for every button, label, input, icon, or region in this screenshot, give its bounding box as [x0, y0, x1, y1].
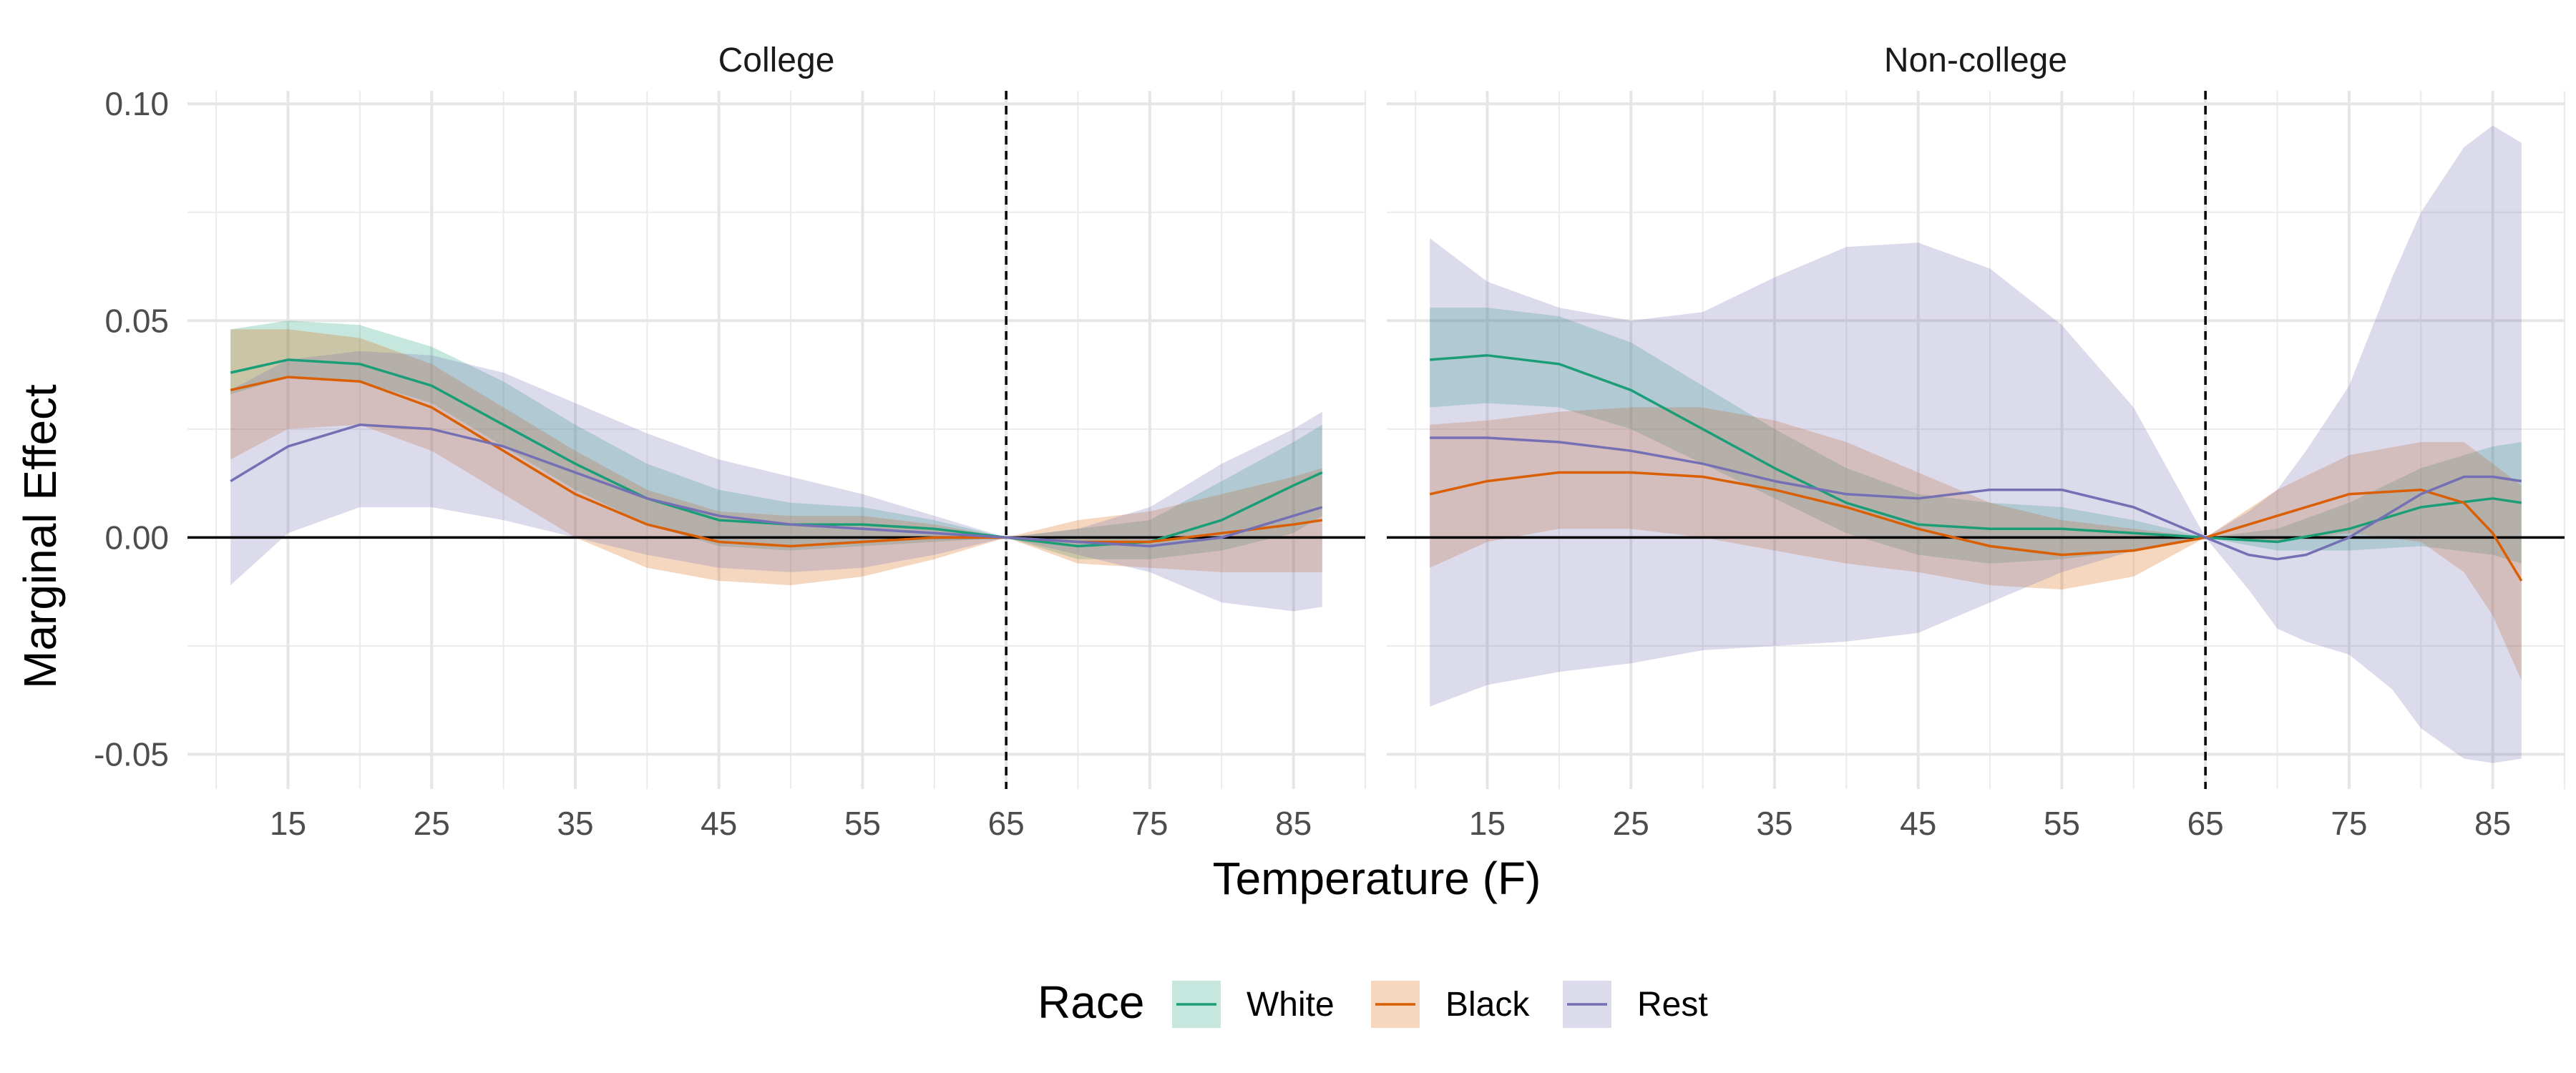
series-lines	[230, 358, 1323, 548]
x-tick-label: 15	[270, 805, 306, 842]
x-tick-label: 85	[1275, 805, 1312, 842]
ribbon-black	[230, 329, 1322, 586]
ribbons	[1430, 125, 2522, 763]
x-tick-label: 45	[1900, 805, 1936, 842]
axis-titles: Temperature (F) Marginal Effect	[14, 384, 1541, 904]
ribbon-rest	[230, 351, 1322, 612]
panels-layer: College 15 25 35 45 55 65 75 85 -0.05 0.00 0.05 0.10…	[94, 41, 2565, 842]
x-tick-label: 65	[988, 805, 1025, 842]
legend-label: Rest	[1637, 986, 1708, 1024]
y-tick-label: 0.00	[104, 519, 169, 556]
x-tick-label: 35	[1756, 805, 1792, 842]
legend-label: White	[1246, 986, 1335, 1024]
legend-entry-rest: Rest	[1563, 981, 1708, 1028]
x-tick-label: 65	[2187, 805, 2224, 842]
legend-entries: White Black Rest	[1172, 981, 1708, 1028]
panel-title: College	[718, 41, 835, 79]
x-axis-title: Temperature (F)	[1213, 853, 1541, 904]
series-line-rest	[230, 423, 1323, 548]
legend-title: Race	[1038, 976, 1144, 1028]
y-axis-title: Marginal Effect	[14, 384, 66, 689]
series-line-black	[230, 376, 1323, 548]
x-tick-label: 55	[2044, 805, 2080, 842]
x-tick-label: 25	[1613, 805, 1649, 842]
series-lines	[1429, 354, 2523, 582]
ribbons	[230, 320, 1322, 612]
x-tick-label: 75	[1131, 805, 1168, 842]
ribbon-rest	[1430, 125, 2522, 763]
x-tick-labels: 15 25 35 45 55 65 75 85	[1469, 805, 2511, 842]
panel-non-college: Non-college 15 25 35 45 55 65 75 85	[1387, 41, 2565, 842]
x-tick-label: 85	[2474, 805, 2511, 842]
x-tick-label: 55	[844, 805, 881, 842]
grid	[1387, 91, 2565, 789]
legend-entry-white: White	[1172, 981, 1335, 1028]
x-tick-label: 25	[414, 805, 450, 842]
x-tick-label: 35	[557, 805, 593, 842]
panel-college: College 15 25 35 45 55 65 75 85 -0.05 0.00 0.05 0.10	[94, 41, 1366, 842]
legend: Race White Black Rest	[1038, 976, 1708, 1028]
y-tick-labels: -0.05 0.00 0.05 0.10	[94, 85, 169, 773]
x-tick-label: 15	[1469, 805, 1506, 842]
x-tick-labels: 15 25 35 45 55 65 75 85	[270, 805, 1312, 842]
x-tick-label: 75	[2331, 805, 2367, 842]
panel-title: Non-college	[1884, 41, 2067, 79]
legend-entry-black: Black	[1371, 981, 1530, 1028]
x-tick-label: 45	[701, 805, 737, 842]
y-tick-label: 0.05	[104, 302, 169, 339]
y-tick-label: -0.05	[94, 736, 169, 773]
y-tick-label: 0.10	[104, 85, 169, 122]
legend-label: Black	[1445, 986, 1530, 1024]
series-line-rest	[1430, 436, 2522, 561]
